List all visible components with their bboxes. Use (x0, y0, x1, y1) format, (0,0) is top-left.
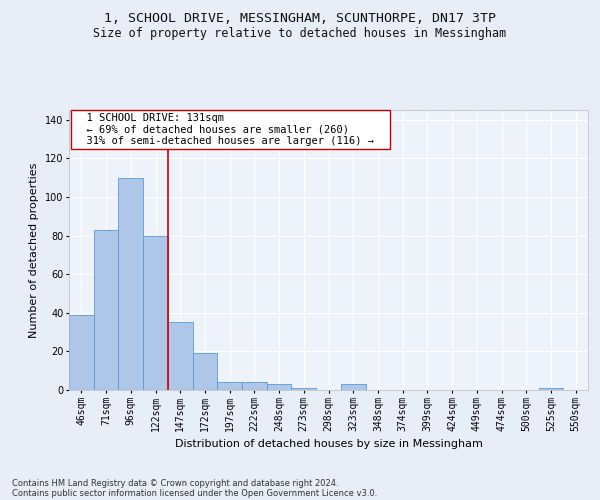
Bar (69, 314, 94, 390)
Bar (341, 384, 365, 390)
Bar (118, 178, 143, 390)
X-axis label: Distribution of detached houses by size in Messingham: Distribution of detached houses by size … (175, 439, 482, 449)
Bar (193, 354, 217, 390)
Text: Contains HM Land Registry data © Crown copyright and database right 2024.: Contains HM Land Registry data © Crown c… (12, 478, 338, 488)
Text: Size of property relative to detached houses in Messingham: Size of property relative to detached ho… (94, 28, 506, 40)
Bar (94, 230, 118, 390)
Bar (143, 236, 168, 390)
Text: 1, SCHOOL DRIVE, MESSINGHAM, SCUNTHORPE, DN17 3TP: 1, SCHOOL DRIVE, MESSINGHAM, SCUNTHORPE,… (104, 12, 496, 26)
Bar (539, 388, 563, 390)
Bar (168, 322, 193, 390)
Bar (242, 382, 267, 390)
Bar (217, 382, 242, 390)
Text: Contains public sector information licensed under the Open Government Licence v3: Contains public sector information licen… (12, 488, 377, 498)
Bar (292, 388, 316, 390)
Y-axis label: Number of detached properties: Number of detached properties (29, 162, 40, 338)
Bar (267, 384, 292, 390)
Text: 1 SCHOOL DRIVE: 131sqm  
  ← 69% of detached houses are smaller (260)  
  31% of: 1 SCHOOL DRIVE: 131sqm ← 69% of detached… (74, 113, 386, 146)
